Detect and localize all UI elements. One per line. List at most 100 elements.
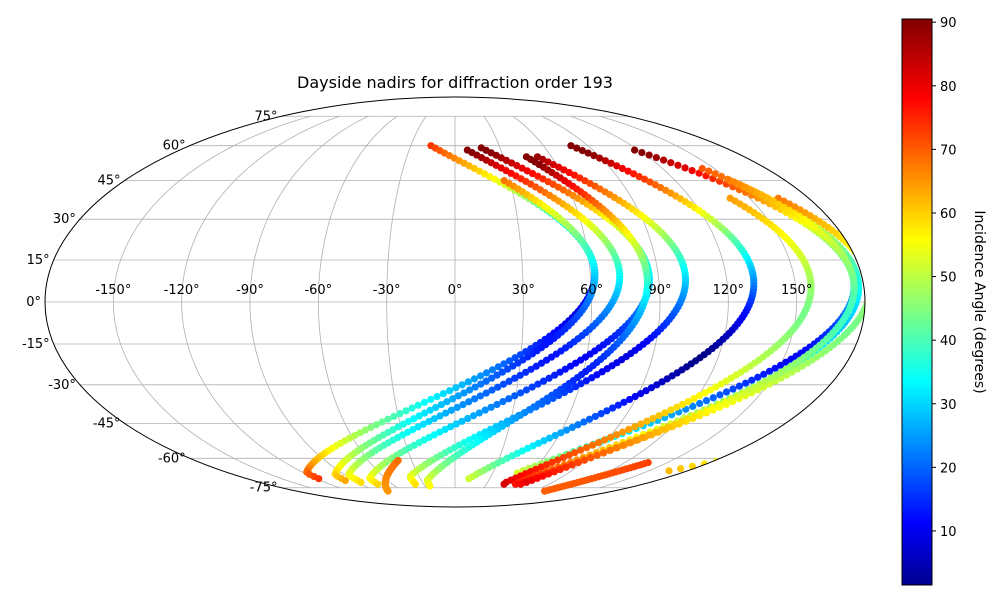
data-point <box>613 162 621 170</box>
data-point <box>504 365 512 373</box>
data-point <box>511 354 519 362</box>
data-point <box>761 377 769 386</box>
data-point <box>696 399 704 408</box>
data-point <box>858 257 865 265</box>
data-point <box>661 409 669 417</box>
data-point <box>593 371 601 379</box>
data-point <box>585 415 594 423</box>
colorbar-tick-label: 20 <box>940 461 957 476</box>
data-point <box>482 389 490 397</box>
data-point <box>630 146 639 154</box>
data-point <box>488 366 497 374</box>
data-point <box>637 390 645 398</box>
longitude-tick-label: 0° <box>448 283 463 298</box>
data-point <box>357 478 365 487</box>
data-point <box>599 449 608 457</box>
data-point <box>577 446 585 454</box>
data-point <box>631 392 639 401</box>
data-point <box>453 403 461 412</box>
data-point <box>588 374 596 382</box>
data-point <box>493 371 501 379</box>
data-point <box>753 189 761 197</box>
data-point <box>608 404 617 412</box>
latitude-tick-label: 45° <box>98 174 121 189</box>
data-point <box>511 480 520 488</box>
data-point <box>551 431 559 440</box>
data-point <box>593 451 601 460</box>
data-point <box>567 142 575 150</box>
data-point <box>974 403 981 410</box>
data-point <box>550 468 558 476</box>
data-point <box>447 406 456 414</box>
data-point <box>737 453 745 461</box>
data-point <box>548 458 556 466</box>
data-point <box>582 377 591 385</box>
data-point <box>866 276 873 283</box>
data-point <box>864 272 865 280</box>
colorbar-tick-label: 40 <box>940 334 957 349</box>
colorbar-tick-label: 70 <box>940 143 957 158</box>
data-point <box>420 398 429 406</box>
data-point <box>452 420 460 428</box>
data-point <box>619 441 627 450</box>
data-point <box>860 146 865 154</box>
data-point <box>390 412 398 421</box>
data-point <box>774 445 782 454</box>
data-point <box>849 430 858 438</box>
data-point <box>545 374 553 382</box>
data-point <box>516 371 524 379</box>
data-point <box>875 425 882 432</box>
data-point <box>571 383 580 391</box>
data-point <box>698 164 706 173</box>
data-point <box>783 371 791 379</box>
data-point <box>476 372 485 380</box>
data-point <box>574 459 582 467</box>
data-point <box>748 186 756 194</box>
data-point <box>646 178 654 186</box>
data-point <box>511 392 519 400</box>
longitude-tick-label: 120° <box>713 283 744 298</box>
data-point <box>664 423 673 431</box>
data-point <box>378 418 386 426</box>
data-point <box>824 435 832 443</box>
data-point <box>487 403 495 411</box>
data-point <box>488 386 496 394</box>
latitude-tick-labels: -75° -60° -45° -30° -15° 0° 15° 30° 45° 60° 75° <box>22 109 278 495</box>
colorbar-tick-label: 30 <box>940 398 957 413</box>
data-point <box>625 439 633 447</box>
longitude-tick-label: -90° <box>236 283 264 298</box>
meridian-gridline <box>570 115 729 489</box>
data-point <box>551 371 559 379</box>
data-point <box>573 144 581 152</box>
data-point <box>681 164 689 172</box>
data-point <box>516 389 525 397</box>
data-point <box>715 401 723 409</box>
longitude-tick-label: -30° <box>373 283 401 298</box>
data-point <box>625 395 634 404</box>
data-point <box>750 383 759 391</box>
data-point <box>940 162 947 169</box>
data-point <box>482 369 491 377</box>
data-point <box>475 409 483 417</box>
data-point <box>712 383 720 391</box>
data-point <box>742 379 750 387</box>
data-point <box>556 465 564 474</box>
data-point <box>532 362 540 370</box>
data-point <box>476 392 485 400</box>
data-point <box>414 401 422 409</box>
meridian-gridline <box>181 115 340 489</box>
map-boundary <box>44 96 866 508</box>
data-point <box>632 436 640 444</box>
data-point <box>754 373 762 381</box>
data-point <box>465 475 473 483</box>
data-point <box>643 417 651 425</box>
data-point <box>606 446 614 455</box>
data-point <box>977 170 984 177</box>
colorbar-tick-label: 60 <box>940 207 957 222</box>
data-point <box>749 450 757 459</box>
data-point <box>529 442 537 450</box>
data-point <box>542 461 551 469</box>
data-point <box>638 148 646 157</box>
data-point <box>711 170 719 178</box>
data-point <box>499 380 508 388</box>
